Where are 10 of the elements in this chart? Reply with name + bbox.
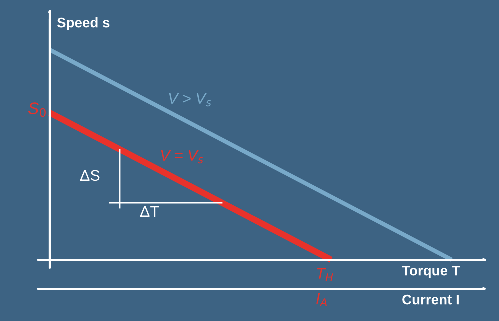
annotation: ΔS xyxy=(80,170,100,182)
text: S$_{0}$ xyxy=(28,102,46,118)
text: T$_{H}$ xyxy=(317,268,334,282)
text: I$_{A}$ xyxy=(316,293,327,306)
annotation: ΔT xyxy=(140,206,160,217)
x-axis-title: Torque T xyxy=(402,266,460,278)
annotation: V > V$_{s}$ xyxy=(169,93,212,107)
y-axis-title: Speed s xyxy=(57,18,110,30)
text: Current I xyxy=(402,294,459,305)
annotation: V = V$_{s}$ xyxy=(161,150,204,164)
